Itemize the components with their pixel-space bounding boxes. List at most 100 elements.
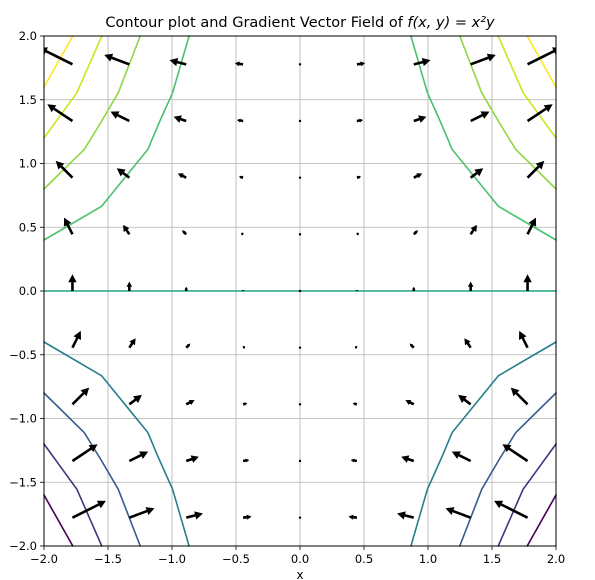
gradient-arrow: [356, 118, 364, 123]
y-tick-label: −1.0: [9, 412, 37, 426]
gradient-arrow: [236, 118, 244, 123]
gradient-arrow: [241, 289, 245, 291]
gradient-arrow: [510, 387, 529, 406]
gradient-arrow: [350, 458, 358, 463]
gradient-arrow: [409, 343, 415, 349]
gradient-arrow: [242, 402, 248, 406]
gradient-arrow: [241, 232, 244, 236]
gradient-arrow: [405, 399, 415, 406]
x-tick-label: −0.5: [222, 552, 250, 566]
gradient-arrow: [123, 224, 131, 236]
gradient-arrow: [352, 402, 358, 406]
gradient-arrow: [298, 403, 302, 406]
x-tick-label: −1.0: [158, 552, 186, 566]
gradient-arrow: [354, 345, 358, 349]
gradient-arrow: [526, 160, 545, 179]
x-tick-label: 0.0: [291, 552, 309, 566]
x-tick-label: 2.0: [547, 552, 565, 566]
gradient-arrow: [185, 343, 191, 349]
gradient-arrow: [298, 516, 302, 519]
gradient-arrow: [494, 500, 529, 519]
gradient-arrows: [44, 47, 556, 520]
gradient-arrow: [68, 274, 77, 291]
gradient-arrow: [526, 47, 556, 66]
gradient-arrow: [242, 458, 250, 463]
gradient-arrow: [413, 173, 423, 179]
gradient-arrow: [356, 61, 366, 67]
gradient-arrow: [128, 394, 142, 406]
gradient-arrow: [298, 233, 302, 236]
y-tick-label: 0.5: [19, 220, 37, 234]
gradient-arrow: [470, 53, 496, 66]
gradient-arrow: [412, 286, 416, 291]
gradient-arrow: [128, 338, 136, 349]
gradient-arrow: [116, 168, 131, 179]
y-tick-label: 2.0: [19, 29, 37, 43]
gradient-arrow: [356, 175, 362, 179]
x-tick-label: 1.0: [419, 552, 437, 566]
gradient-arrow: [401, 455, 415, 463]
gradient-arrow: [298, 346, 302, 349]
gradient-arrow: [470, 111, 490, 123]
gradient-arrow: [397, 511, 415, 520]
gradient-arrow: [184, 286, 188, 291]
gradient-arrow: [128, 507, 155, 519]
y-tick-label: 1.5: [19, 93, 37, 107]
gradient-arrow: [126, 281, 133, 291]
gradient-arrow: [242, 514, 252, 520]
gradient-arrow: [413, 58, 431, 67]
gradient-arrow: [413, 115, 427, 123]
chart-title: Contour plot and Gradient Vector Field o…: [105, 15, 495, 31]
gradient-arrow: [71, 330, 81, 349]
gradient-arrow: [519, 330, 529, 349]
x-tick-label: −1.5: [94, 552, 122, 566]
gradient-arrow: [451, 451, 472, 463]
gradient-arrow: [467, 281, 474, 291]
gradient-arrow: [238, 175, 244, 179]
contour-line: [43, 494, 557, 547]
contour-line: [43, 35, 557, 88]
gradient-arrow: [242, 345, 246, 349]
contour-line: [43, 341, 557, 547]
gradient-arrow: [458, 394, 472, 406]
gradient-arrow: [185, 511, 203, 520]
gradient-arrow: [523, 274, 532, 291]
contour-line: [43, 443, 557, 547]
gradient-arrow: [185, 399, 195, 406]
gradient-arrow: [298, 459, 302, 463]
y-tick-label: −2.0: [9, 539, 37, 553]
gradient-arrow: [445, 507, 472, 519]
gradient-arrow: [169, 58, 187, 67]
gradient-arrow: [173, 115, 187, 123]
gradient-arrow: [298, 289, 302, 293]
gradient-arrow: [464, 338, 472, 349]
gradient-arrow: [71, 500, 106, 519]
gradient-arrow: [298, 63, 302, 66]
gradient-arrow: [526, 217, 537, 235]
x-tick-label: 1.5: [483, 552, 501, 566]
y-tick-label: 0.0: [19, 284, 37, 298]
gradient-arrow: [234, 61, 244, 67]
gradient-arrow: [63, 217, 74, 235]
x-tick-label: −2.0: [30, 552, 58, 566]
gradient-arrow: [185, 455, 199, 463]
gradient-arrow: [55, 160, 74, 179]
chart-title-math: f(x, y) = x²y: [407, 15, 495, 31]
axis-ticks: −2.0 −1.5 −1.0 −0.5 0.0 0.5 1.0 1.5 2.0 2.0 1.5 1.0…: [9, 29, 565, 566]
y-tick-label: −1.5: [9, 475, 37, 489]
gradient-arrow: [71, 444, 98, 463]
x-tick-label: 0.5: [355, 552, 373, 566]
y-tick-label: −0.5: [9, 348, 37, 362]
gradient-arrow: [104, 53, 130, 66]
gradient-arrow: [469, 168, 484, 179]
x-axis-label: x: [296, 568, 303, 580]
gradient-arrow: [44, 47, 74, 66]
gradient-arrow: [355, 289, 359, 291]
gradient-arrow: [128, 451, 149, 463]
gradient-arrow: [526, 104, 553, 123]
contour-line: [43, 35, 557, 241]
gradient-arrow: [502, 444, 529, 463]
gradient-arrow: [110, 111, 130, 123]
gradient-arrow: [412, 230, 418, 236]
